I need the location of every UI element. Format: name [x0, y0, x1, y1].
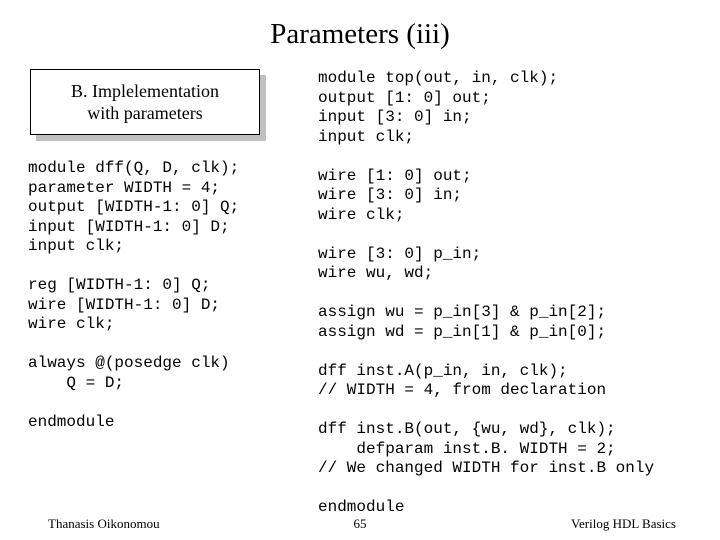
box-label: Β. Implelementation with parameters — [30, 69, 260, 135]
content-area: Β. Implelementation with parameters modu… — [28, 69, 692, 518]
section-box: Β. Implelementation with parameters — [30, 69, 266, 141]
box-line1: Β. Implelementation — [71, 81, 219, 101]
left-column: Β. Implelementation with parameters modu… — [28, 69, 306, 518]
right-code-block: module top(out, in, clk); output [1: 0] … — [318, 69, 692, 518]
box-line2: with parameters — [87, 103, 202, 123]
left-code-block: module dff(Q, D, clk); parameter WIDTH =… — [28, 159, 306, 432]
footer-course: Verilog HDL Basics — [571, 516, 676, 532]
right-column: module top(out, in, clk); output [1: 0] … — [318, 69, 692, 518]
slide-title: Parameters (iii) — [28, 18, 692, 51]
